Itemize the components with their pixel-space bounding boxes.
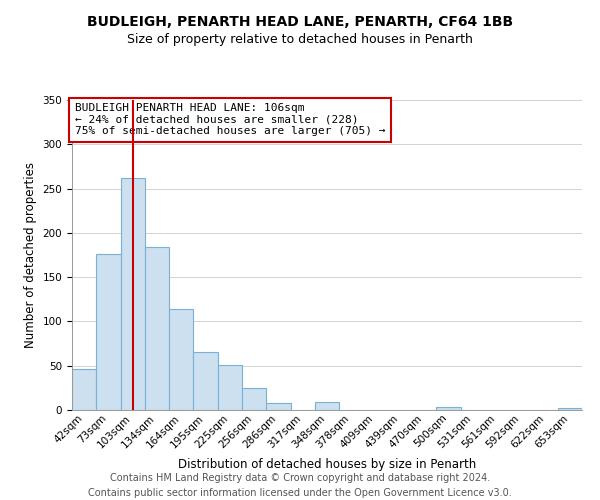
Text: BUDLEIGH, PENARTH HEAD LANE, PENARTH, CF64 1BB: BUDLEIGH, PENARTH HEAD LANE, PENARTH, CF… <box>87 15 513 29</box>
Text: Contains HM Land Registry data © Crown copyright and database right 2024.
Contai: Contains HM Land Registry data © Crown c… <box>88 472 512 498</box>
Bar <box>558 408 582 410</box>
Bar <box>169 309 193 410</box>
X-axis label: Distribution of detached houses by size in Penarth: Distribution of detached houses by size … <box>178 458 476 471</box>
Bar <box>96 254 121 410</box>
Text: BUDLEIGH PENARTH HEAD LANE: 106sqm
← 24% of detached houses are smaller (228)
75: BUDLEIGH PENARTH HEAD LANE: 106sqm ← 24%… <box>74 103 385 136</box>
Bar <box>193 352 218 410</box>
Bar <box>436 408 461 410</box>
Bar <box>72 370 96 410</box>
Bar <box>315 402 339 410</box>
Y-axis label: Number of detached properties: Number of detached properties <box>24 162 37 348</box>
Bar <box>266 403 290 410</box>
Bar <box>121 178 145 410</box>
Bar <box>218 365 242 410</box>
Bar <box>242 388 266 410</box>
Bar <box>145 247 169 410</box>
Text: Size of property relative to detached houses in Penarth: Size of property relative to detached ho… <box>127 32 473 46</box>
